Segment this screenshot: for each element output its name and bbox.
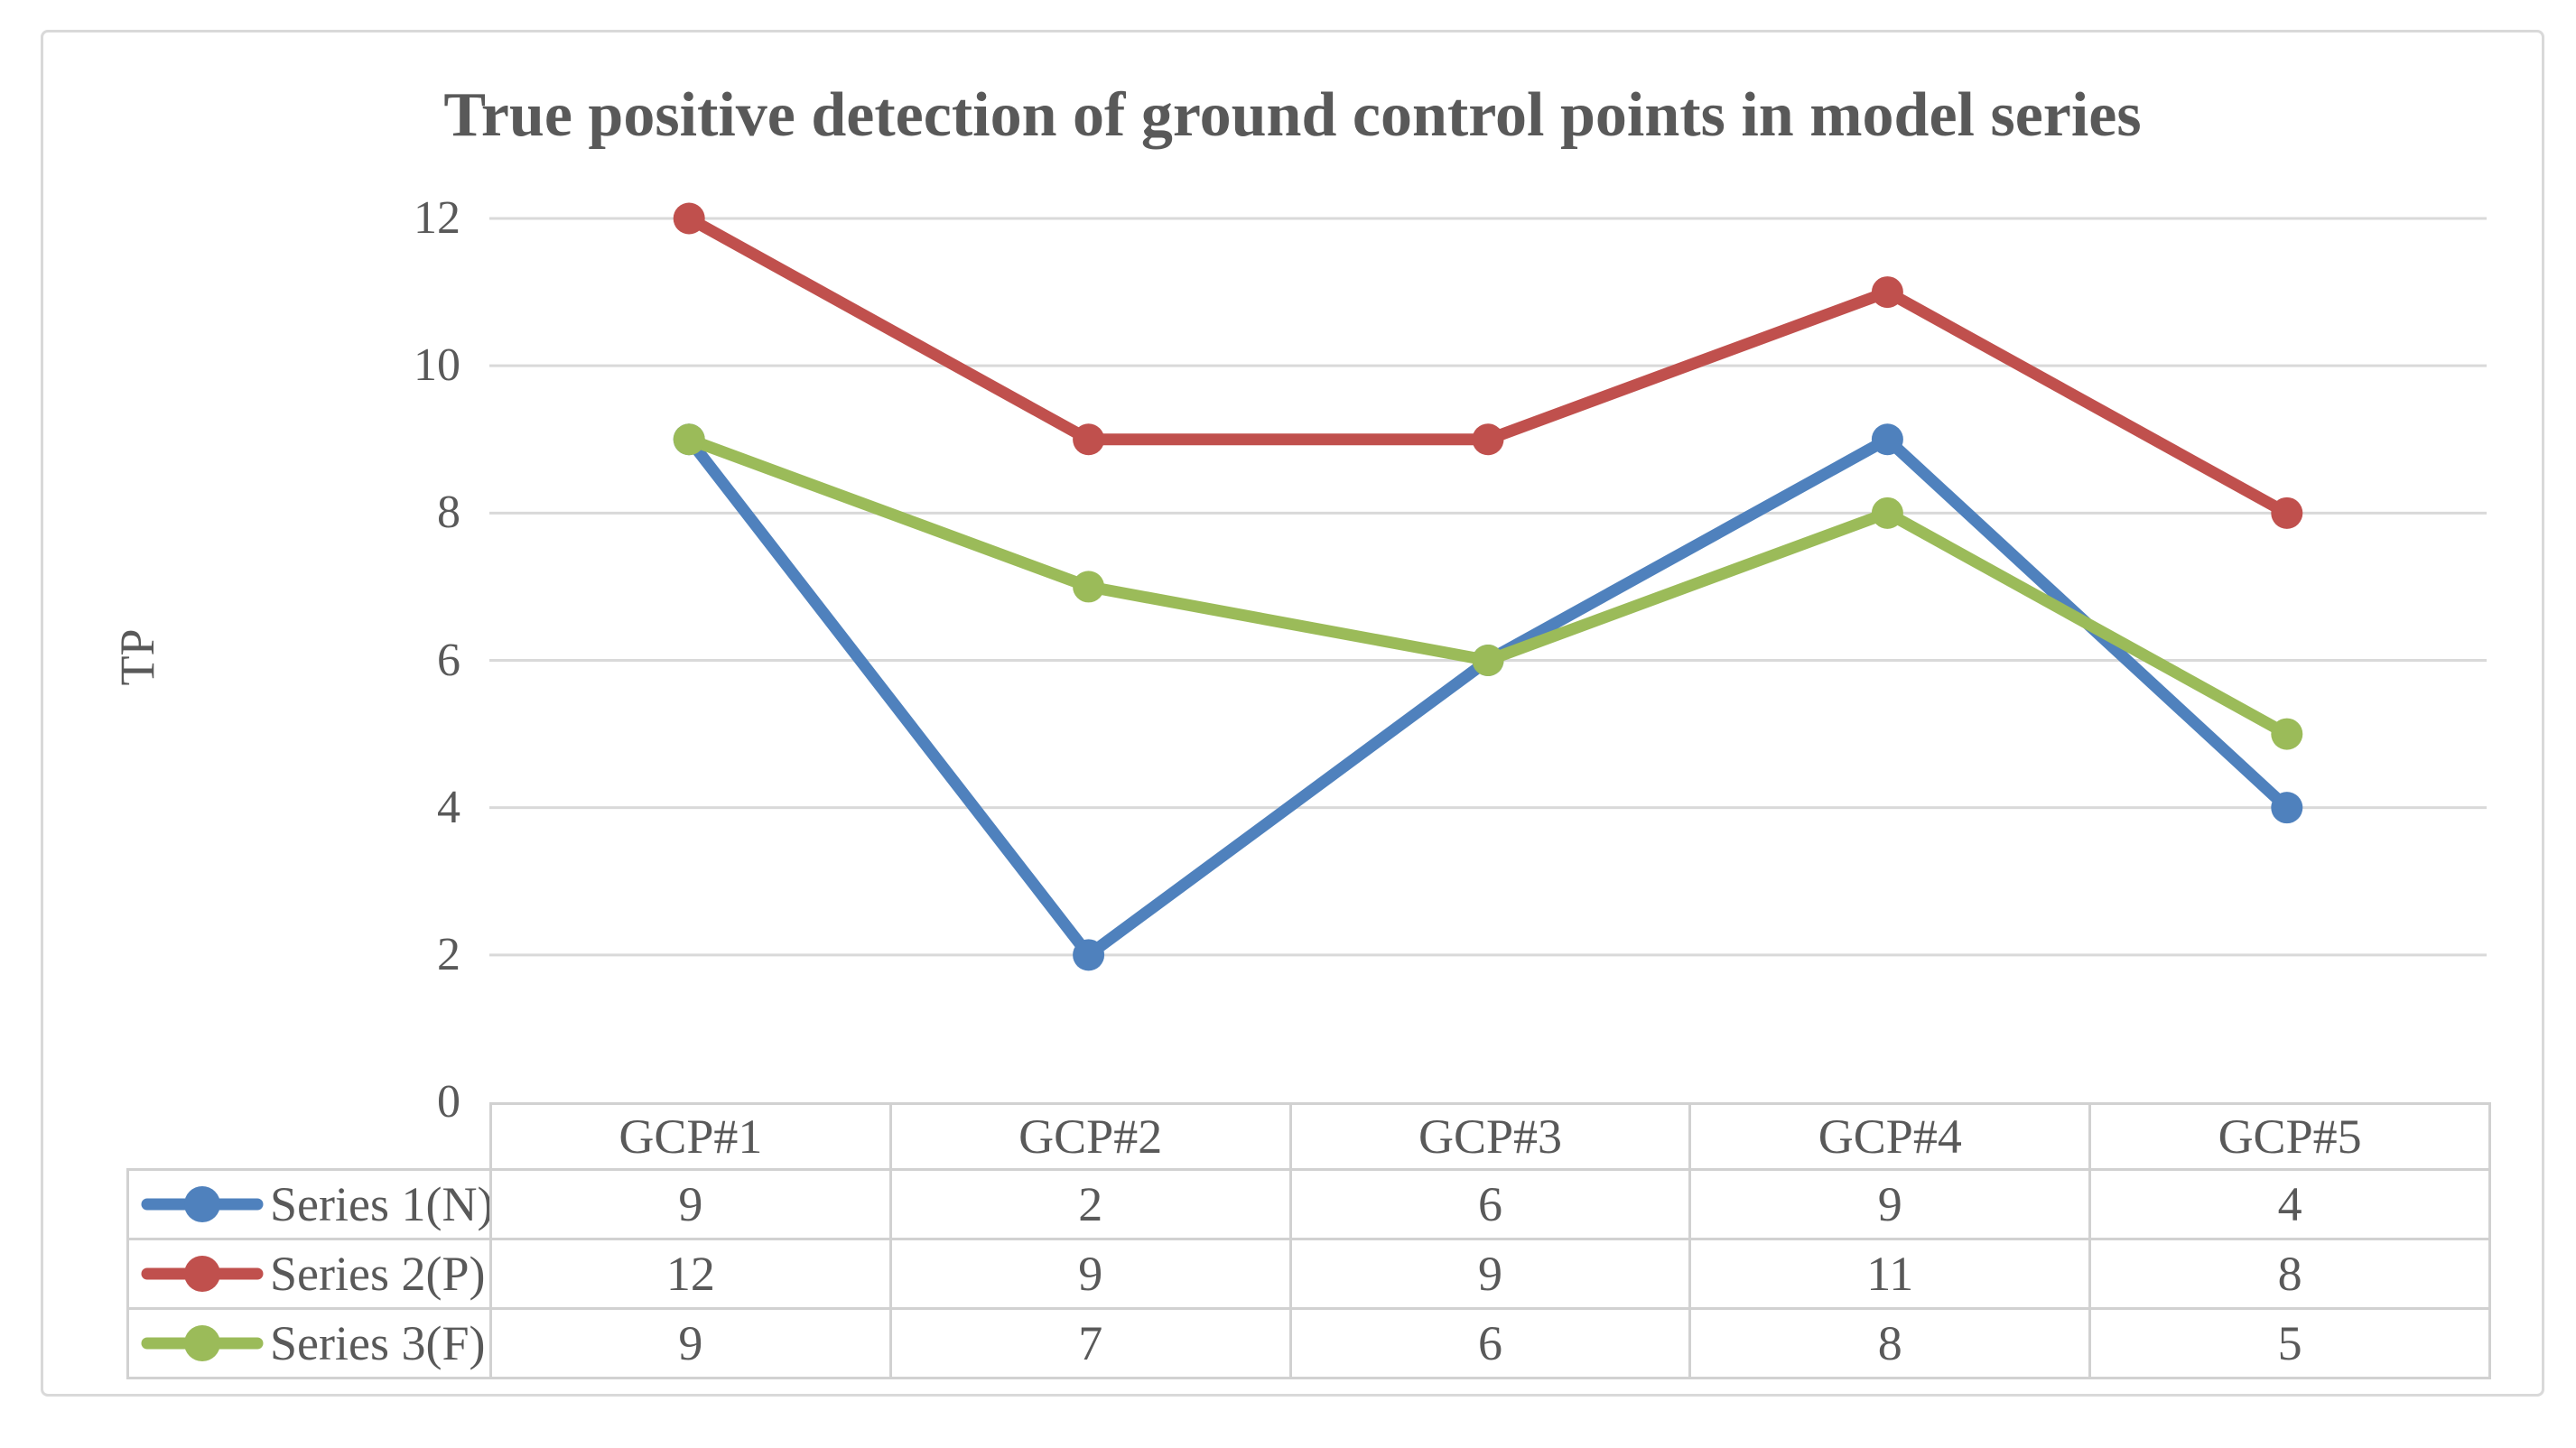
- data-table-with-legend: GCP#1 GCP#2 GCP#3 GCP#4 GCP#5 Series 1(N…: [126, 1102, 2491, 1379]
- table-cell: 5: [2088, 1307, 2491, 1379]
- y-axis-tick: 4: [437, 781, 460, 833]
- table-cell: 12: [489, 1238, 892, 1310]
- table-cell: 11: [1688, 1238, 2092, 1310]
- y-axis-tick: 2: [437, 928, 460, 980]
- legend-label: Series 1(N): [270, 1177, 491, 1231]
- table-cell: 7: [888, 1307, 1292, 1379]
- table-cell: 9: [1288, 1238, 1692, 1310]
- table-cell: 9: [489, 1168, 892, 1240]
- y-axis-tick-labels: 12 10 8 6 4 2 0: [271, 0, 460, 1448]
- legend-label: Series 2(P): [270, 1247, 486, 1301]
- series-1-marker-icon: [141, 1186, 264, 1222]
- y-axis-tick: 0: [437, 1076, 460, 1128]
- table-row-series-1: Series 1(N) 9 2 6 9 4: [126, 1168, 2491, 1240]
- table-cell: 6: [1288, 1168, 1692, 1240]
- y-axis-tick: 8: [437, 487, 460, 539]
- y-axis-tick: 10: [414, 339, 460, 392]
- column-header: GCP#1: [489, 1102, 892, 1171]
- table-cell: 4: [2088, 1168, 2491, 1240]
- column-header: GCP#5: [2088, 1102, 2491, 1171]
- legend-label: Series 3(F): [270, 1316, 486, 1370]
- table-cell: 8: [2088, 1238, 2491, 1310]
- table-cell: 2: [888, 1168, 1292, 1240]
- table-cell: 9: [888, 1238, 1292, 1310]
- legend-item: Series 1(N): [126, 1168, 492, 1240]
- table-cell: 8: [1688, 1307, 2092, 1379]
- series-3-marker-icon: [141, 1325, 264, 1361]
- series-2-marker-icon: [141, 1256, 264, 1292]
- table-header-row: GCP#1 GCP#2 GCP#3 GCP#4 GCP#5: [128, 1102, 2491, 1171]
- column-header: GCP#2: [888, 1102, 1292, 1171]
- table-cell: 9: [489, 1307, 892, 1379]
- legend-item: Series 2(P): [126, 1238, 492, 1310]
- chart-title: True positive detection of ground contro…: [443, 80, 2142, 150]
- table-row-series-2: Series 2(P) 12 9 9 11 8: [126, 1238, 2491, 1310]
- table-corner-blank: [128, 1104, 491, 1170]
- y-axis-tick: 12: [414, 192, 460, 244]
- legend-item: Series 3(F): [126, 1307, 492, 1379]
- table-cell: 6: [1288, 1307, 1692, 1379]
- table-row-series-3: Series 3(F) 9 7 6 8 5: [126, 1307, 2491, 1379]
- table-cell: 9: [1688, 1168, 2092, 1240]
- column-header: GCP#3: [1288, 1102, 1692, 1171]
- column-header: GCP#4: [1688, 1102, 2092, 1171]
- y-axis-title: TP: [110, 628, 164, 686]
- y-axis-tick: 6: [437, 634, 460, 686]
